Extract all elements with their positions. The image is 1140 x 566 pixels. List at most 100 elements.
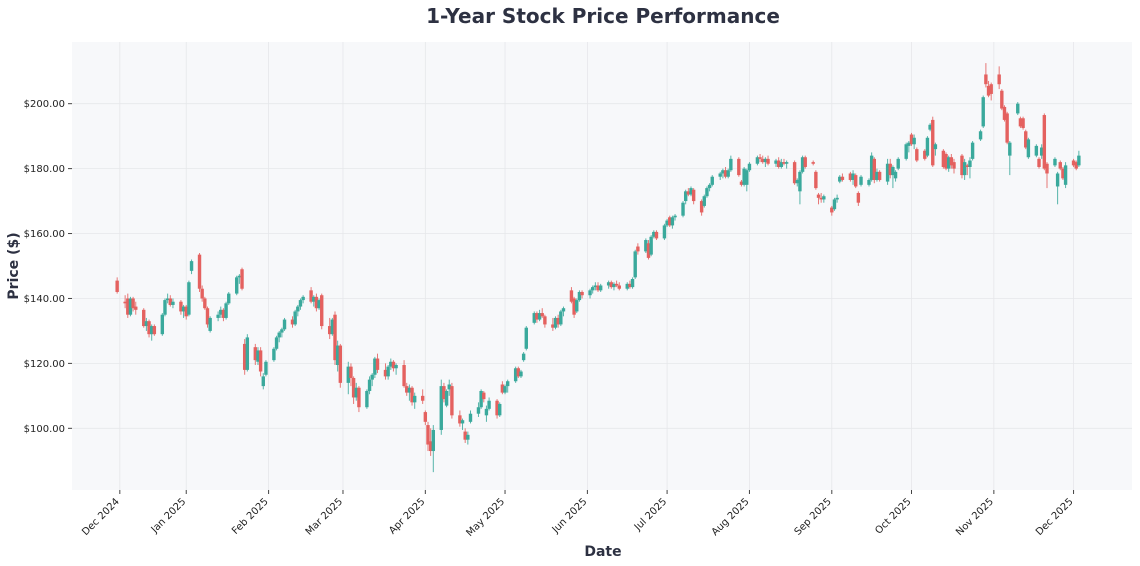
candle-up [763,157,768,167]
candle-up [277,330,281,343]
candle-body [537,313,542,320]
candle-down [126,293,130,318]
candle-up [282,317,287,331]
candle-up [742,166,746,187]
candle-up [891,165,895,189]
candle-down [391,360,396,372]
candle-down [888,158,892,179]
candle-body [683,191,688,202]
candle-up [187,280,191,317]
candle-down [691,188,696,205]
candle-body [354,387,358,398]
candle-down [614,280,619,288]
candle-body [521,353,526,361]
candle-up [256,347,260,366]
candle-down [1024,129,1028,150]
candle-down [1000,89,1004,111]
candle-up [407,384,412,401]
candle-body [891,166,895,176]
candle-body [981,97,985,127]
candle-body [867,179,871,185]
candle-body [909,134,914,145]
candle-up [718,171,722,180]
candle-up [439,379,443,435]
candles [115,63,1081,473]
candle-up [413,392,417,409]
candle-body [699,201,704,213]
candle-down [952,158,956,174]
candle-body [710,176,714,185]
candle-down [960,154,964,179]
candle-body [203,298,207,309]
candle-body [561,308,566,312]
candle-body [718,173,722,177]
candle-body [617,285,621,289]
candle-body [970,142,975,159]
candle-up [460,418,465,430]
candle-up [705,186,709,198]
candle-up [665,218,669,228]
candle-body [782,162,786,164]
candle-body [128,298,133,315]
candle-down [997,66,1001,90]
candle-up [537,309,542,322]
candle-body [407,387,412,393]
candle-down [915,147,919,163]
candle-body [367,379,372,391]
candle-body [800,157,805,172]
candle-body [774,160,778,164]
candle-down [830,205,834,216]
candle-down [737,157,741,177]
candle-body [272,348,276,361]
candle-down [383,363,388,380]
candle-body [652,231,656,237]
candle-body [405,386,409,393]
candle-down [1018,116,1023,129]
candle-up [822,194,826,203]
candle-up [644,238,648,254]
candle-body [838,176,842,182]
candle-body [984,74,988,85]
candle-body [1039,147,1044,156]
candle-down [1058,160,1062,171]
x-tick-label: Oct 2025 [873,496,913,536]
candle-body [197,254,202,289]
candle-up [219,306,223,318]
candle-down [686,188,691,197]
candle-body [163,300,167,315]
candle-up [280,327,284,338]
candle-up [484,405,489,422]
candle-down [856,191,861,206]
candle-down [949,154,954,169]
candle-up [729,155,733,172]
candle-body [431,429,436,452]
x-tick-label: Apr 2025 [387,496,427,536]
candle-body [466,434,470,440]
candle-up [625,282,629,291]
candle-body [1077,155,1081,166]
candle-body [854,175,858,187]
candle-body [498,403,502,416]
candle-down [931,116,935,167]
candle-body [869,155,874,180]
candle-down [338,343,343,388]
candle-up [1077,150,1081,167]
x-tick-label: Dec 2024 [80,496,122,538]
candle-down [327,317,332,340]
candle-body [553,317,558,328]
candle-up [946,155,951,172]
candle-body [219,309,223,315]
candle-up [707,183,712,192]
candle-up [505,379,510,393]
candle-down [572,296,576,318]
candle-up [1063,162,1068,189]
candle-body [766,158,770,164]
candle-body [822,196,826,200]
candle-body [280,329,284,333]
candle-up [274,335,279,351]
candle-down [782,158,786,166]
candle-body [320,295,324,327]
candle-up [272,347,276,362]
candle-down [205,306,210,328]
